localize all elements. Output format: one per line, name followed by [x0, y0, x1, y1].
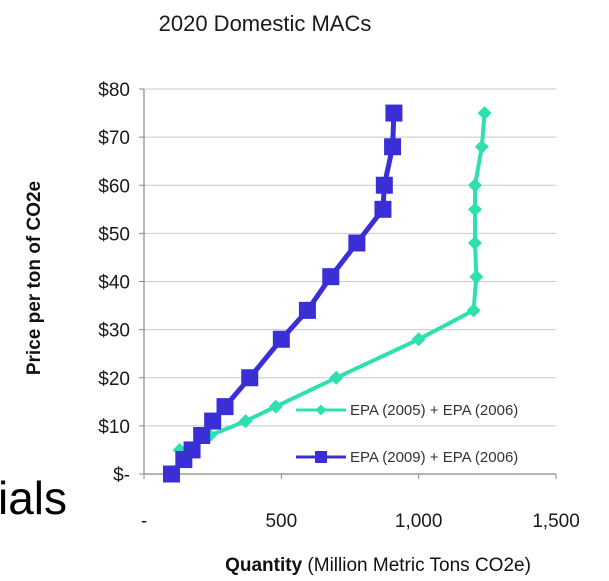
- series-1-point-6: [241, 369, 259, 387]
- y-tick-label-0: $-: [113, 465, 130, 486]
- y-tick-label-8: $80: [98, 80, 130, 101]
- series-1-point-11: [374, 200, 392, 218]
- x-axis-label: Quantity (Million Metric Tons CO2e): [225, 555, 531, 576]
- x-axis-label-bold: Quantity: [225, 555, 302, 576]
- series-1-point-3: [193, 427, 211, 444]
- series-1-point-12: [375, 176, 393, 194]
- background-text-fragment: ials: [0, 472, 67, 524]
- legend-marker-0: [315, 404, 327, 416]
- series-1-point-7: [272, 330, 290, 348]
- series-0-point-7: [469, 269, 484, 284]
- gridlines: [144, 88, 556, 427]
- chart-title: 2020 Domestic MACs: [159, 11, 372, 36]
- series-1-point-9: [322, 268, 340, 286]
- y-tick-label-5: $50: [98, 224, 130, 245]
- series-0-point-6: [466, 303, 481, 318]
- series-1-point-4: [204, 412, 222, 430]
- series-0-point-10: [467, 178, 482, 193]
- y-axis-label: Price per ton of CO2e: [24, 181, 45, 375]
- series-1-point-0: [162, 465, 180, 483]
- legend-label-0: EPA (2005) + EPA (2006): [350, 402, 518, 419]
- x-axis-label-rest: (Million Metric Tons CO2e): [302, 555, 531, 576]
- x-tick-label-1: 500: [265, 511, 297, 532]
- series-1-point-14: [385, 104, 403, 122]
- series-0-point-2: [238, 414, 253, 429]
- legend-label-1: EPA (2009) + EPA (2006): [350, 449, 518, 466]
- x-tick-labels: - 500 1,000 1,500: [141, 511, 580, 532]
- legend-marker-1: [315, 451, 327, 463]
- series-layer: [162, 104, 492, 483]
- x-tick-label-3: 1,500: [532, 511, 580, 532]
- axes: [139, 88, 557, 479]
- series-0-point-5: [411, 332, 426, 347]
- y-tick-label-1: $10: [98, 417, 130, 438]
- y-tick-label-4: $40: [98, 273, 130, 294]
- series-1-point-2: [183, 441, 201, 459]
- series-0-point-8: [467, 236, 482, 250]
- series-1-point-13: [384, 138, 402, 156]
- series-0: [172, 106, 492, 457]
- y-tick-label-6: $60: [98, 176, 130, 197]
- series-0-point-4: [329, 370, 344, 385]
- series-1-point-5: [216, 398, 234, 416]
- x-tick-label-0: -: [141, 511, 147, 532]
- y-tick-label-7: $70: [98, 128, 130, 149]
- legend: EPA (2005) + EPA (2006) EPA (2009) + EPA …: [296, 402, 518, 466]
- series-0-point-12: [477, 106, 492, 121]
- series-1: [162, 104, 403, 483]
- series-0-point-11: [474, 139, 489, 154]
- y-tick-label-3: $30: [98, 321, 130, 342]
- series-0-point-9: [467, 202, 482, 217]
- series-0-point-3: [268, 399, 283, 414]
- series-1-point-10: [348, 234, 366, 252]
- x-tick-label-2: 1,000: [395, 511, 443, 532]
- y-tick-labels: $- $10 $20 $30 $40 $50 $60 $70 $80: [98, 80, 130, 486]
- y-tick-label-2: $20: [98, 369, 130, 390]
- series-1-point-8: [298, 301, 316, 319]
